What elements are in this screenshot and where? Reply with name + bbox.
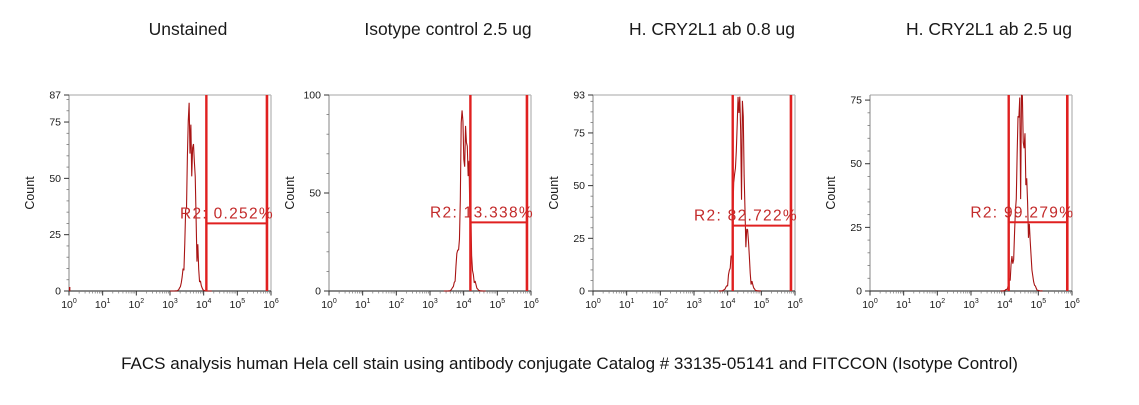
svg-text:104: 104 xyxy=(997,298,1013,311)
histogram-chart-ab-2-5ug: 0 25 50 75 100 101 102 103 104 105 106 Count R2: 99.… xyxy=(824,94,1080,311)
svg-text:101: 101 xyxy=(619,298,635,311)
svg-text:75: 75 xyxy=(573,127,585,139)
svg-text:101: 101 xyxy=(355,298,371,311)
svg-text:105: 105 xyxy=(1031,298,1047,311)
svg-text:75: 75 xyxy=(49,117,61,129)
svg-text:103: 103 xyxy=(162,298,178,311)
svg-text:100: 100 xyxy=(303,90,321,102)
svg-text:0: 0 xyxy=(579,286,585,298)
svg-text:25: 25 xyxy=(49,229,61,241)
svg-text:102: 102 xyxy=(129,298,145,311)
svg-text:103: 103 xyxy=(686,298,702,311)
gate-percentage-label: R2: 13.338% xyxy=(430,204,534,221)
svg-text:50: 50 xyxy=(309,188,321,200)
gate-percentage-label: R2: 0.252% xyxy=(180,205,274,222)
svg-text:102: 102 xyxy=(653,298,669,311)
svg-text:25: 25 xyxy=(573,233,585,245)
svg-text:0: 0 xyxy=(856,286,862,298)
svg-text:93: 93 xyxy=(573,90,585,102)
svg-text:50: 50 xyxy=(49,173,61,185)
svg-text:Count: Count xyxy=(824,176,838,210)
svg-text:105: 105 xyxy=(754,298,770,311)
gate-percentage-label: R2: 99.279% xyxy=(970,204,1074,221)
svg-text:104: 104 xyxy=(720,298,736,311)
svg-text:102: 102 xyxy=(389,298,405,311)
svg-text:103: 103 xyxy=(963,298,979,311)
svg-text:101: 101 xyxy=(95,298,111,311)
svg-text:105: 105 xyxy=(230,298,246,311)
histogram-chart-isotype-control: 0 50 100 100 101 102 103 104 105 106 Count R2: 13.3… xyxy=(283,90,539,312)
svg-text:104: 104 xyxy=(456,298,472,311)
panel-title: Isotype control 2.5 ug xyxy=(364,19,532,39)
svg-text:100: 100 xyxy=(585,298,601,311)
panel-title: H. CRY2L1 ab 0.8 ug xyxy=(628,19,796,39)
panel-title: Unstained xyxy=(148,19,228,39)
svg-text:Count: Count xyxy=(283,176,297,210)
svg-text:75: 75 xyxy=(850,95,862,107)
svg-text:103: 103 xyxy=(422,298,438,311)
svg-text:50: 50 xyxy=(573,180,585,192)
histogram-chart-unstained: 0 25 50 75 87 100 101 102 103 104 105 106 Count R2: 0… xyxy=(23,90,279,312)
svg-text:106: 106 xyxy=(787,298,803,311)
svg-text:100: 100 xyxy=(862,298,878,311)
svg-text:106: 106 xyxy=(523,298,539,311)
svg-text:Count: Count xyxy=(23,176,37,210)
svg-text:50: 50 xyxy=(850,158,862,170)
panel-title: H. CRY2L1 ab 2.5 ug xyxy=(905,19,1073,39)
svg-text:101: 101 xyxy=(896,298,912,311)
svg-text:25: 25 xyxy=(850,222,862,234)
svg-text:106: 106 xyxy=(1064,298,1080,311)
svg-text:106: 106 xyxy=(263,298,279,311)
figure-caption: FACS analysis human Hela cell stain usin… xyxy=(121,354,1018,373)
svg-text:0: 0 xyxy=(315,286,321,298)
svg-text:100: 100 xyxy=(321,298,337,311)
histogram-chart-ab-0-8ug: 0 25 50 75 93 100 101 102 103 104 105 106 Count R2: 8… xyxy=(547,90,803,312)
svg-text:0: 0 xyxy=(55,286,61,298)
svg-text:87: 87 xyxy=(49,90,61,102)
svg-text:102: 102 xyxy=(930,298,946,311)
svg-text:Count: Count xyxy=(547,176,561,210)
svg-text:104: 104 xyxy=(196,298,212,311)
svg-text:100: 100 xyxy=(61,298,77,311)
svg-text:105: 105 xyxy=(490,298,506,311)
gate-percentage-label: R2: 82.722% xyxy=(694,208,798,225)
